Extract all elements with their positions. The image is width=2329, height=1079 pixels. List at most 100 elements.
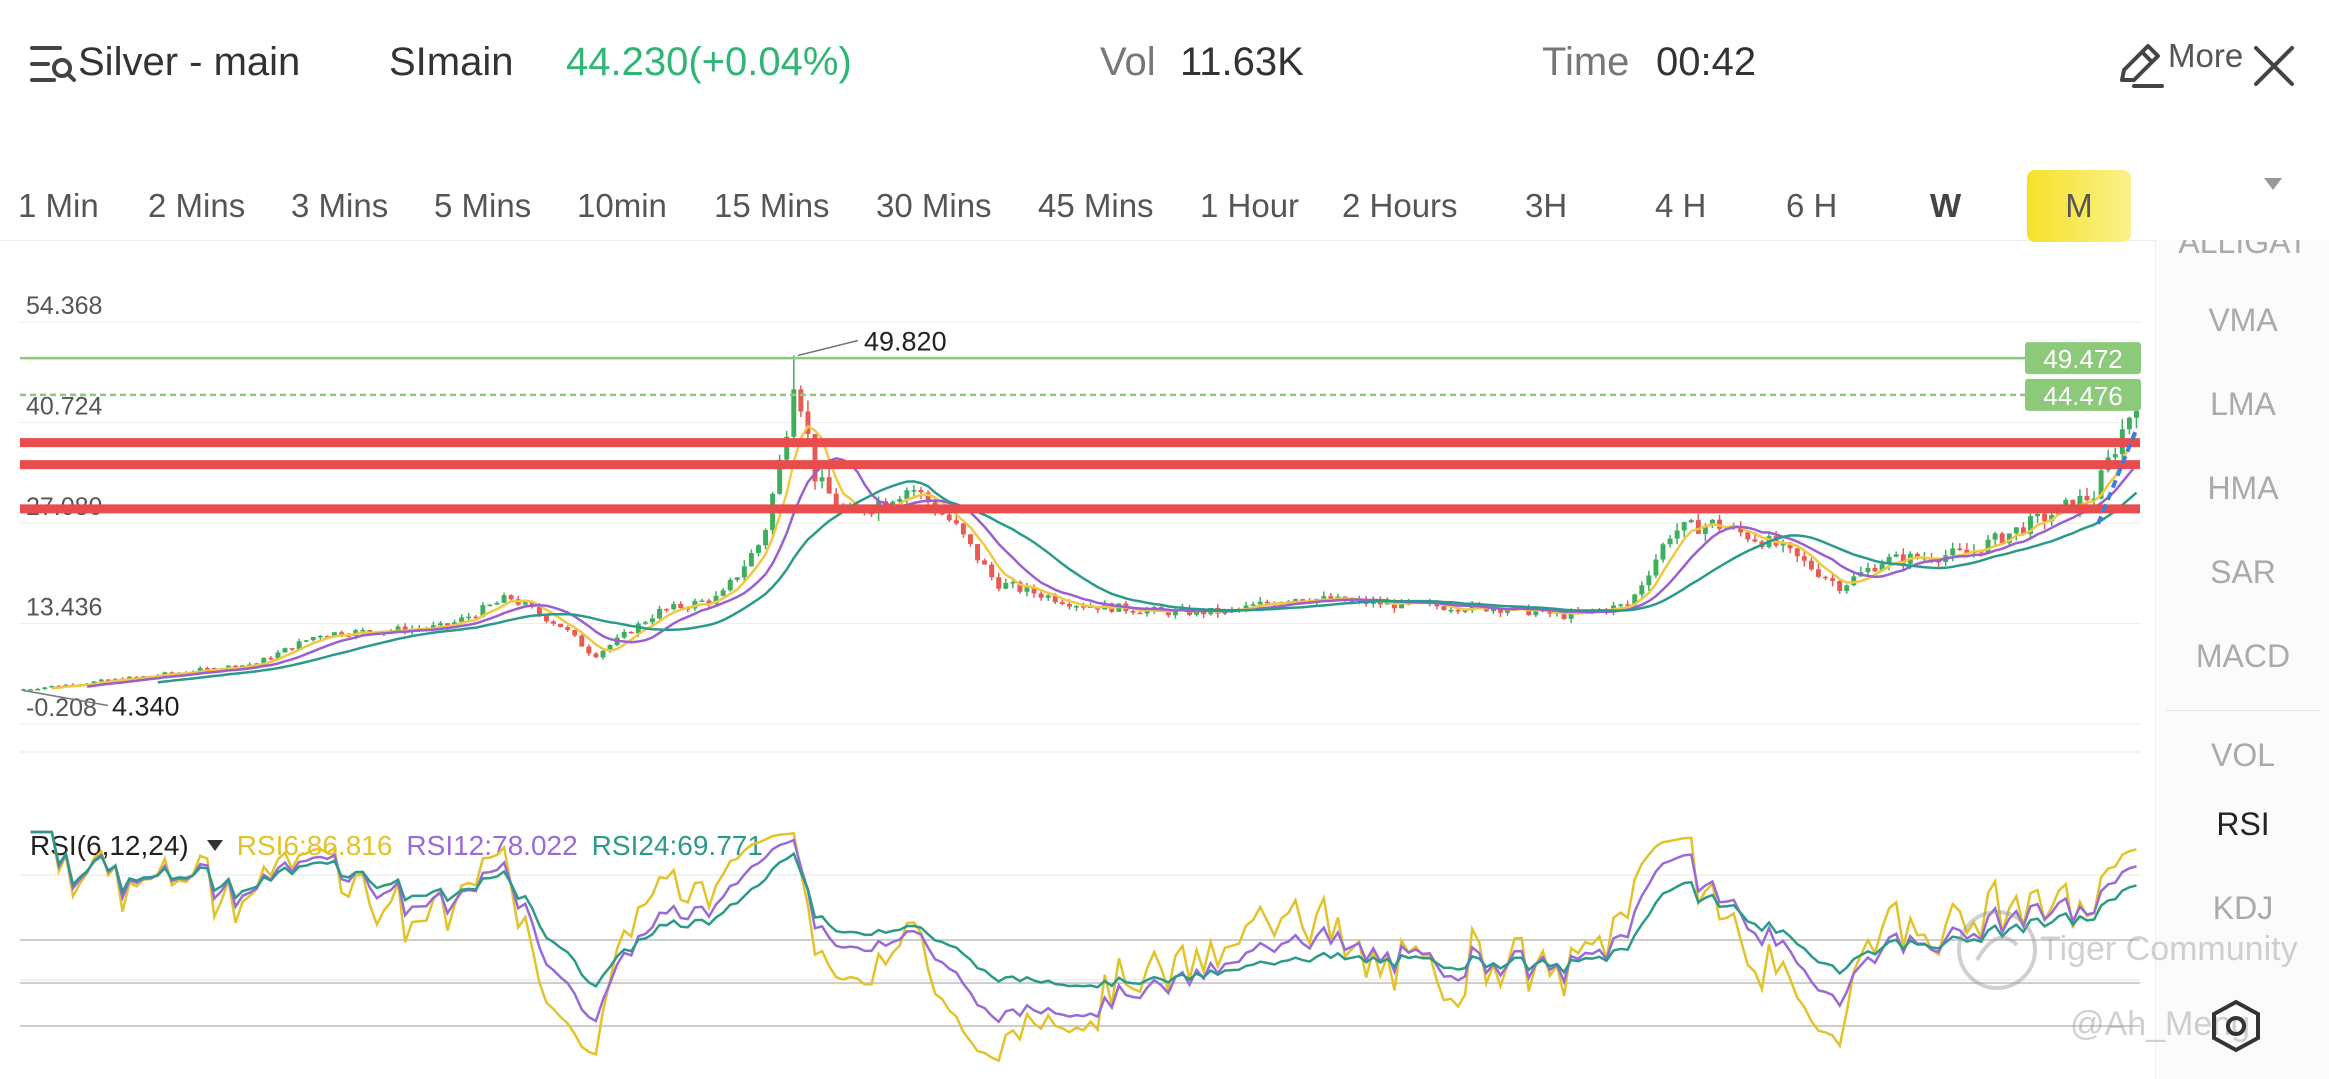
candle-body	[395, 626, 401, 631]
tab-2-hours[interactable]: 2 Hours	[1342, 187, 1458, 224]
tab-w[interactable]: W	[1930, 187, 1962, 224]
candle-body	[91, 681, 97, 684]
candle-body	[607, 645, 613, 651]
candle-body	[989, 564, 995, 578]
tab-45-mins[interactable]: 45 Mins	[1038, 187, 1154, 224]
rsi-line-24	[30, 830, 2137, 989]
candle-body	[1257, 601, 1263, 605]
candle-body	[1328, 596, 1334, 600]
candle-body	[1130, 611, 1136, 613]
candle-body	[657, 608, 663, 619]
tab-5-mins[interactable]: 5 Mins	[434, 187, 532, 224]
candle-body	[1823, 576, 1829, 579]
candle-body	[1073, 606, 1079, 608]
candle-body	[105, 679, 111, 682]
indicator-vol[interactable]: VOL	[2210, 737, 2276, 773]
indicator-hma[interactable]: HMA	[2207, 470, 2279, 506]
caret-down-icon[interactable]	[206, 840, 223, 852]
tab-m[interactable]: M	[2027, 170, 2131, 242]
tab-6-h[interactable]: 6 H	[1786, 187, 1838, 224]
candle-body	[2084, 495, 2090, 501]
candle-body	[1250, 604, 1256, 606]
indicator-kdj[interactable]: KDJ	[2212, 890, 2274, 926]
candle-body	[1137, 612, 1143, 615]
candlestick-chart[interactable]: 54.36840.72427.08013.436-0.20849.47244.4…	[0, 240, 2155, 760]
time-label: Time	[1542, 40, 1630, 84]
candle-body	[233, 665, 239, 669]
candle-body	[430, 625, 436, 629]
candle-body	[1794, 548, 1800, 557]
candle-body	[437, 623, 443, 626]
tab-1-hour[interactable]: 1 Hour	[1200, 187, 1300, 224]
indicator-lma[interactable]: LMA	[2210, 386, 2276, 422]
candle-body	[1293, 599, 1299, 602]
tab-30-mins[interactable]: 30 Mins	[876, 187, 992, 224]
candle-body	[1017, 582, 1023, 592]
candle-body	[890, 501, 896, 506]
candle-body	[748, 553, 754, 567]
y-tick-label: 13.436	[26, 594, 102, 622]
candle-body	[635, 623, 641, 634]
candle-body	[967, 534, 973, 545]
candle-body	[98, 679, 104, 682]
tab-3h[interactable]: 3H	[1525, 187, 1568, 224]
candle-body	[473, 616, 479, 619]
edit-pencil-icon[interactable]	[2110, 36, 2170, 96]
tab-1-min[interactable]: 1 Min	[18, 187, 99, 224]
candle-body	[1660, 544, 1666, 560]
indicator-macd[interactable]: MACD	[2195, 638, 2291, 674]
candle-body	[1448, 609, 1454, 612]
candle-body	[572, 629, 578, 636]
candle-body	[628, 632, 634, 634]
candle-body	[1837, 580, 1843, 591]
more-timeframes-button[interactable]: More	[2168, 37, 2244, 74]
candle-body	[1639, 585, 1645, 595]
candle-body	[671, 603, 677, 610]
indicator-alligat[interactable]: ALLIGAT	[2178, 240, 2308, 260]
tab-2-mins[interactable]: 2 Mins	[148, 187, 246, 224]
tab-15-mins[interactable]: 15 Mins	[714, 187, 830, 224]
indicator-sar[interactable]: SAR	[2210, 554, 2276, 590]
candle-body	[1653, 559, 1659, 576]
instrument-title[interactable]: Silver - main	[78, 40, 301, 84]
candle-body	[579, 635, 585, 647]
volume-label: Vol	[1100, 40, 1156, 84]
candle-body	[1632, 594, 1638, 605]
candle-body	[911, 490, 917, 492]
candle-body	[2027, 516, 2033, 535]
candle-body	[1031, 586, 1037, 594]
candle-body	[1434, 602, 1440, 607]
candle-body	[480, 605, 486, 617]
candle-body	[2126, 417, 2132, 430]
indicator-panel: ALLIGAT VMA LMA HMA SAR MACD VOL RSI KDJ	[2155, 240, 2329, 1079]
candle-body	[720, 590, 726, 596]
candle-body	[1999, 533, 2005, 544]
indicator-vma[interactable]: VMA	[2208, 302, 2278, 338]
candle-body	[2077, 495, 2083, 511]
candle-body	[1964, 549, 1970, 553]
candle-body	[268, 657, 274, 660]
candle-body	[565, 627, 571, 630]
volume-value: 11.63K	[1180, 40, 1304, 84]
rsi-legend: RSI(6,12,24) RSI6:86.816 RSI12:78.022 RSI24…	[30, 830, 777, 862]
candle-body	[1059, 602, 1065, 605]
close-icon[interactable]	[2244, 36, 2304, 96]
menu-search-icon[interactable]	[30, 44, 76, 84]
tab-10min[interactable]: 10min	[577, 187, 667, 224]
rsi-chart[interactable]	[0, 820, 2155, 1079]
candle-body	[1264, 601, 1270, 604]
candle-body	[303, 640, 309, 642]
indicator-rsi[interactable]: RSI	[2216, 806, 2270, 842]
candle-body	[522, 602, 528, 605]
candle-body	[1879, 564, 1885, 572]
moving-average-line-2	[86, 457, 2138, 688]
candle-body	[706, 600, 712, 604]
candle-body	[826, 477, 832, 494]
tab-4-h[interactable]: 4 H	[1655, 187, 1707, 224]
candle-body	[664, 608, 670, 611]
candle-body	[869, 512, 875, 515]
tab-3-mins[interactable]: 3 Mins	[291, 187, 389, 224]
candle-body	[727, 579, 733, 591]
candle-body	[49, 685, 55, 688]
candle-body	[1003, 583, 1009, 589]
